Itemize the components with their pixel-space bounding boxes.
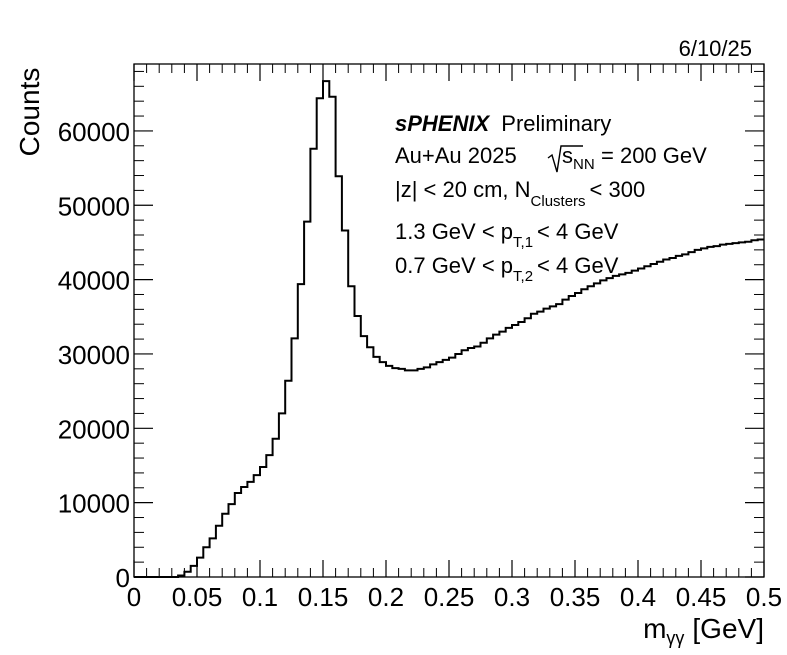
energy-label: = 200 GeV — [601, 143, 707, 168]
x-tick-label: 0.5 — [746, 582, 782, 612]
annotation-line-4: 1.3 GeV < pT,1 < 4 GeV — [395, 219, 619, 251]
y-tick-label: 40000 — [58, 266, 130, 296]
x-tick-label: 0 — [127, 582, 141, 612]
y-axis-title: Counts — [14, 68, 45, 157]
x-tick-label: 0.25 — [424, 582, 475, 612]
date-label: 6/10/25 — [679, 36, 752, 61]
x-tick-label: 0.35 — [550, 582, 601, 612]
x-tick-label: 0.3 — [494, 582, 530, 612]
histogram-series — [134, 80, 764, 578]
x-axis-title: mγγ [GeV] — [643, 613, 764, 648]
y-tick-label: 10000 — [58, 489, 130, 519]
y-tick-label: 50000 — [58, 191, 130, 221]
y-tick-label: 30000 — [58, 340, 130, 370]
y-tick-label: 20000 — [58, 414, 130, 444]
annotation-line-1: sPHENIX Preliminary — [395, 111, 611, 136]
x-tick-label: 0.1 — [242, 582, 278, 612]
annotation-line-5: 0.7 GeV < pT,2 < 4 GeV — [395, 253, 619, 285]
x-tick-label: 0.15 — [298, 582, 349, 612]
x-tick-label: 0.2 — [368, 582, 404, 612]
plot-frame — [133, 63, 765, 578]
sqrt-s-label: sNN — [562, 143, 595, 173]
brand-label: sPHENIX — [395, 111, 490, 136]
status-label: Preliminary — [501, 111, 611, 136]
x-tick-label: 0.4 — [620, 582, 656, 612]
x-tick-label: 0.45 — [676, 582, 727, 612]
plot-annotation: sPHENIX Preliminary Au+Au 2025 sNN = 200… — [395, 111, 707, 285]
y-tick-label: 0 — [116, 563, 130, 593]
x-tick-label: 0.05 — [172, 582, 223, 612]
system-label: Au+Au 2025 — [395, 143, 517, 168]
annotation-line-3: |z| < 20 cm, NClusters < 300 — [395, 177, 645, 210]
y-tick-label: 60000 — [58, 117, 130, 147]
sqrt-sign — [547, 145, 583, 173]
annotation-line-2: Au+Au 2025 — [395, 143, 517, 168]
